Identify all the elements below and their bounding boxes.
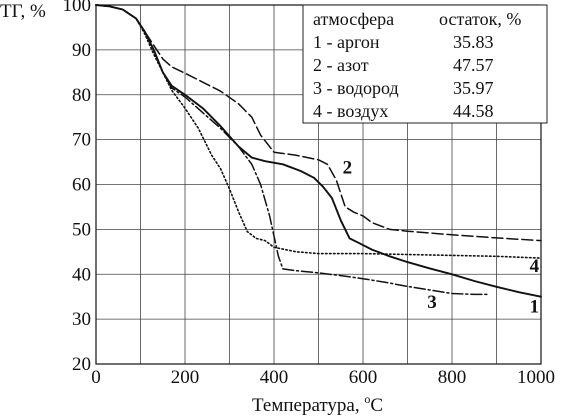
axes: 0 200 400 600 800 1000 20 30 40 50 60 70 80 90 100 [63,0,556,388]
curve-label-2: 2 [343,157,353,178]
legend-row-residue: 35.97 [453,78,494,98]
y-tick-label: 30 [72,309,91,330]
curve-label-1: 1 [530,296,540,317]
x-tick-label: 200 [171,367,200,388]
legend-row-label: 2 - азот [313,55,369,75]
curve-label-4: 4 [530,256,540,277]
legend-header-residue: остаток, % [439,9,521,29]
series-line-3 [95,4,489,296]
y-tick-label: 90 [72,40,91,61]
legend-header-atmosphere: атмосфера [313,9,394,29]
curve-label-3: 3 [427,292,437,313]
y-tick-label: 60 [72,175,91,196]
legend-row-residue: 47.57 [453,55,494,75]
y-tick-label: 50 [72,219,91,240]
y-tick-label: 100 [63,0,92,16]
series-line-2 [95,4,542,242]
legend-box [302,4,548,124]
legend-row-label: 1 - аргон [313,32,380,52]
y-tick-label: 40 [72,264,91,285]
y-axis-label: ТГ, % [0,1,46,22]
legend: атмосфера остаток, % 1 - аргон 35.83 2 - азо… [302,4,548,124]
x-tick-label: 0 [91,367,101,388]
x-axis-label: Температура, oC [252,392,383,416]
y-tick-label: 20 [72,354,91,375]
series [95,4,542,298]
legend-row-residue: 35.83 [453,32,494,52]
x-tick-label: 1000 [517,367,555,388]
legend-row-residue: 44.58 [453,101,494,121]
curve-labels: 1 2 3 4 [343,157,540,317]
legend-row-label: 4 - воздух [313,101,388,121]
x-tick-label: 800 [438,367,467,388]
x-tick-label: 400 [260,367,289,388]
legend-row-label: 3 - водород [313,78,399,98]
series-line-4 [95,4,542,259]
y-tick-label: 70 [72,130,91,151]
x-tick-label: 600 [349,367,378,388]
y-tick-label: 80 [72,85,91,106]
